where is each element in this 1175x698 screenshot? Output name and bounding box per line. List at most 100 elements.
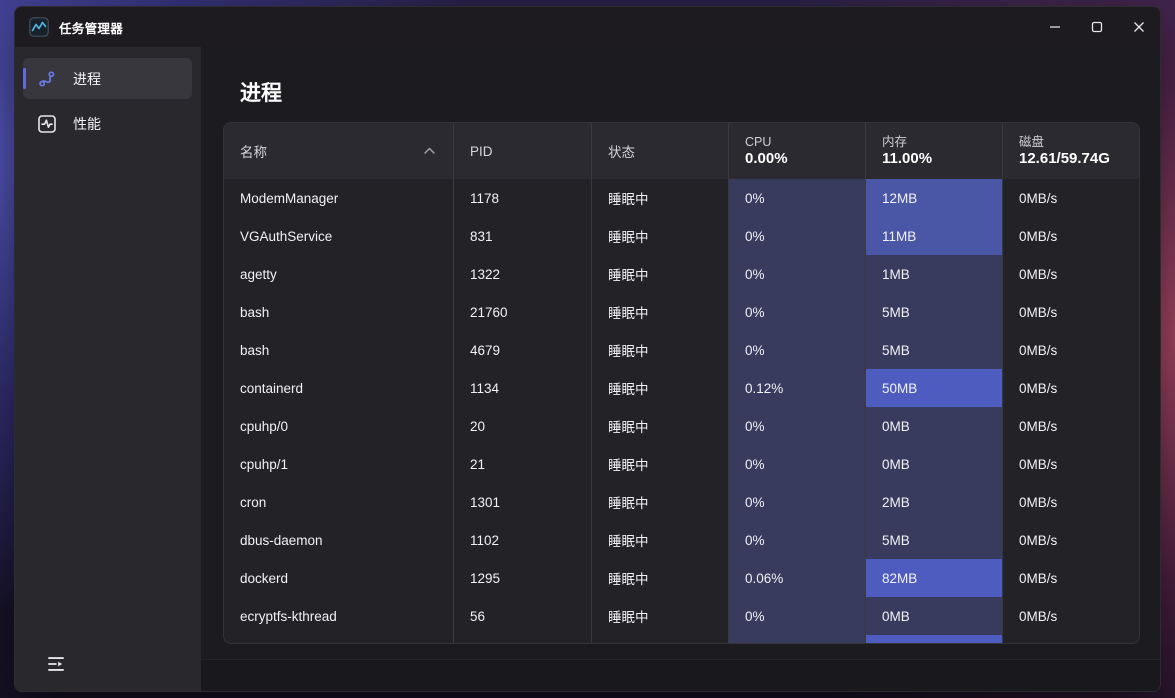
cell-status: 睡眠中: [591, 597, 728, 635]
sidebar-item-performance[interactable]: 性能: [23, 103, 192, 144]
main-panel: 进程 名称 PID: [201, 47, 1160, 691]
column-header-label: PID: [470, 143, 493, 159]
process-row[interactable]: ecryptfs-kthread 56 睡眠中 0% 0MB 0MB/s: [224, 597, 1139, 635]
main-content: 进程 名称 PID: [201, 47, 1160, 659]
process-row[interactable]: VGAuthService 831 睡眠中 0% 11MB 0MB/s: [224, 217, 1139, 255]
maximize-button[interactable]: [1076, 7, 1118, 47]
process-row[interactable]: dbus-daemon 1102 睡眠中 0% 5MB 0MB/s: [224, 521, 1139, 559]
cell-memory: 0MB: [865, 407, 1002, 445]
process-row[interactable]: containerd 1134 睡眠中 0.12% 50MB 0MB/s: [224, 369, 1139, 407]
sidebar-item-processes[interactable]: 进程: [23, 58, 192, 99]
column-header-label: CPU: [745, 134, 772, 149]
cell-name: cpuhp/1: [240, 456, 289, 472]
cell-pid: 4679: [453, 331, 591, 369]
column-header-disk[interactable]: 磁盘 12.61/59.74G: [1002, 123, 1139, 179]
column-header-label: 状态: [608, 145, 635, 160]
cell-status: 睡眠中: [591, 217, 728, 255]
cell-name: agetty: [240, 266, 277, 282]
cell-disk: 0MB/s: [1002, 407, 1139, 445]
chevron-up-icon: [422, 144, 437, 161]
column-header-total: 0.00%: [745, 150, 788, 168]
window-titlebar[interactable]: 任务管理器: [15, 7, 1160, 47]
cell-cpu: 0%: [728, 483, 865, 521]
window-controls: [1034, 7, 1160, 47]
cell-cpu: 0%: [728, 255, 865, 293]
cell-cpu: 0%: [728, 521, 865, 559]
column-header-total: 11.00%: [882, 150, 933, 168]
cell-pid: 1102: [453, 521, 591, 559]
cell-name: ecryptfs-kthread: [240, 608, 337, 624]
column-header-status[interactable]: 状态: [591, 123, 728, 179]
cell-disk: 0MB/s: [1002, 521, 1139, 559]
process-row[interactable]: [224, 635, 1139, 643]
cell-name: dockerd: [240, 570, 289, 586]
window-footer: [201, 659, 1160, 691]
app-icon: [29, 17, 49, 37]
cell-status: 睡眠中: [591, 179, 728, 217]
cell-name: cron: [240, 494, 267, 510]
cell-pid: 20: [453, 407, 591, 445]
cell-memory: 82MB: [865, 559, 1002, 597]
cell-memory: 5MB: [865, 331, 1002, 369]
cell-name: VGAuthService: [240, 228, 333, 244]
process-row[interactable]: ModemManager 1178 睡眠中 0% 12MB 0MB/s: [224, 179, 1139, 217]
column-header-cpu[interactable]: CPU 0.00%: [728, 123, 865, 179]
cell-status: 睡眠中: [591, 255, 728, 293]
cell-disk: 0MB/s: [1002, 483, 1139, 521]
process-row[interactable]: bash 4679 睡眠中 0% 5MB 0MB/s: [224, 331, 1139, 369]
cell-memory: [865, 635, 1002, 643]
page-title: 进程: [240, 82, 282, 105]
cell-pid: 1322: [453, 255, 591, 293]
table-header: 名称 PID 状态: [224, 123, 1139, 179]
cell-cpu: 0.06%: [728, 559, 865, 597]
cell-status: 睡眠中: [591, 521, 728, 559]
cell-cpu: 0.12%: [728, 369, 865, 407]
column-header-memory[interactable]: 内存 11.00%: [865, 123, 1002, 179]
close-button[interactable]: [1118, 7, 1160, 47]
cell-pid: 21760: [453, 293, 591, 331]
window-title: 任务管理器: [59, 21, 124, 36]
cell-disk: 0MB/s: [1002, 559, 1139, 597]
process-row[interactable]: dockerd 1295 睡眠中 0.06% 82MB 0MB/s: [224, 559, 1139, 597]
cell-memory: 11MB: [865, 217, 1002, 255]
cell-disk: [1002, 635, 1139, 643]
cell-pid: 1134: [453, 369, 591, 407]
column-header-label: 磁盘: [1019, 134, 1045, 149]
task-manager-window: 任务管理器: [14, 6, 1161, 692]
sidebar-item-label: 性能: [73, 115, 101, 132]
cell-memory: 5MB: [865, 521, 1002, 559]
minimize-button[interactable]: [1034, 7, 1076, 47]
cell-name: cpuhp/0: [240, 418, 289, 434]
sidebar-item-label: 进程: [73, 70, 101, 87]
cell-status: 睡眠中: [591, 331, 728, 369]
column-header-label: 名称: [240, 145, 267, 160]
process-row[interactable]: cpuhp/0 20 睡眠中 0% 0MB 0MB/s: [224, 407, 1139, 445]
cell-name: bash: [240, 342, 270, 358]
process-row[interactable]: agetty 1322 睡眠中 0% 1MB 0MB/s: [224, 255, 1139, 293]
cell-cpu: [728, 635, 865, 643]
cell-name: containerd: [240, 380, 304, 396]
column-header-label: 内存: [882, 134, 908, 149]
cell-name: ModemManager: [240, 190, 339, 206]
cell-memory: 0MB: [865, 445, 1002, 483]
process-table: 名称 PID 状态: [223, 122, 1140, 644]
cell-pid: 1178: [453, 179, 591, 217]
column-header-pid[interactable]: PID: [453, 123, 591, 179]
cell-status: 睡眠中: [591, 559, 728, 597]
process-row[interactable]: cpuhp/1 21 睡眠中 0% 0MB 0MB/s: [224, 445, 1139, 483]
process-row[interactable]: cron 1301 睡眠中 0% 2MB 0MB/s: [224, 483, 1139, 521]
cell-status: 睡眠中: [591, 445, 728, 483]
cell-status: 睡眠中: [591, 369, 728, 407]
selected-indicator: [23, 68, 26, 89]
cell-disk: 0MB/s: [1002, 255, 1139, 293]
cell-cpu: 0%: [728, 597, 865, 635]
cell-memory: 12MB: [865, 179, 1002, 217]
settings-menu-button[interactable]: [45, 653, 67, 675]
cell-disk: 0MB/s: [1002, 293, 1139, 331]
cell-disk: 0MB/s: [1002, 217, 1139, 255]
cell-cpu: 0%: [728, 407, 865, 445]
process-row[interactable]: bash 21760 睡眠中 0% 5MB 0MB/s: [224, 293, 1139, 331]
cell-disk: 0MB/s: [1002, 179, 1139, 217]
cell-status: [591, 635, 728, 643]
column-header-name[interactable]: 名称: [224, 123, 453, 179]
